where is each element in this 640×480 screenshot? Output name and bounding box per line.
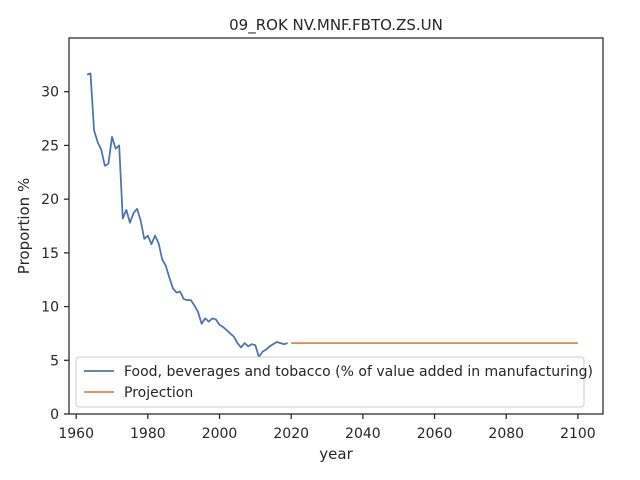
x-tick-label: 1980 — [130, 426, 166, 442]
x-tick-label: 2020 — [273, 426, 309, 442]
legend: Food, beverages and tobacco (% of value … — [75, 356, 593, 408]
x-axis-label: year — [319, 445, 353, 463]
legend-label-food-series: Food, beverages and tobacco (% of value … — [124, 364, 593, 380]
y-tick-label: 0 — [50, 407, 59, 423]
plot-area — [86, 72, 578, 358]
y-tick-label: 20 — [41, 192, 59, 208]
x-tick-label: 2060 — [417, 426, 453, 442]
legend-box — [75, 356, 585, 408]
y-tick-label: 30 — [41, 85, 59, 101]
x-tick-label: 1960 — [58, 426, 94, 442]
legend-label-projection: Projection — [124, 385, 193, 401]
plot-frame — [68, 37, 604, 415]
series-line-food — [86, 72, 288, 358]
x-axis: 1960 1980 2000 2020 2040 2060 2080 2100 — [58, 414, 596, 442]
y-axis: 0 5 10 15 20 25 30 — [41, 85, 69, 423]
y-tick-label: 5 — [50, 353, 59, 369]
y-tick-label: 10 — [41, 300, 59, 316]
x-tick-label: 2000 — [202, 426, 238, 442]
x-tick-label: 2040 — [345, 426, 381, 442]
y-tick-label: 15 — [41, 246, 59, 262]
y-tick-label: 25 — [41, 138, 59, 154]
x-tick-label: 2100 — [560, 426, 596, 442]
y-axis-label: Proportion % — [15, 178, 33, 274]
x-tick-label: 2080 — [488, 426, 524, 442]
chart-title: 09_ROK NV.MNF.FBTO.ZS.UN — [229, 16, 443, 35]
